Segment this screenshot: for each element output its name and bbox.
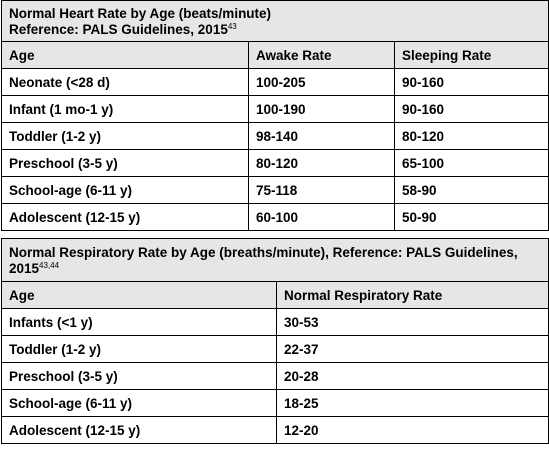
age-cell: Infant (1 mo-1 y)	[1, 95, 249, 123]
rates-document: Normal Heart Rate by Age (beats/minute) …	[0, 0, 549, 444]
respiratory-rate-caption: Normal Respiratory Rate by Age (breaths/…	[1, 238, 549, 282]
age-cell: Adolescent (12-15 y)	[1, 416, 277, 444]
age-cell: Neonate (<28 d)	[1, 68, 249, 96]
age-cell: Preschool (3-5 y)	[1, 149, 249, 177]
table-row: Preschool (3-5 y) 80-120 65-100	[1, 149, 549, 177]
sleeping-rate-cell: 90-160	[393, 68, 549, 96]
heart-rate-reference: Reference: PALS Guidelines, 2015	[9, 22, 228, 37]
respiratory-rate-cell: 30-53	[276, 308, 549, 336]
table-row: Adolescent (12-15 y) 12-20	[1, 416, 549, 444]
heart-rate-caption: Normal Heart Rate by Age (beats/minute) …	[0, 0, 549, 42]
respiratory-rate-title: Normal Respiratory Rate by Age (breaths/…	[9, 245, 518, 276]
table-row: Adolescent (12-15 y) 60-100 50-90	[1, 203, 549, 231]
respiratory-rate-cell: 12-20	[276, 416, 549, 444]
table-row: School-age (6-11 y) 75-118 58-90	[1, 176, 549, 204]
table-row: Toddler (1-2 y) 22-37	[1, 335, 549, 363]
awake-rate-cell: 100-205	[248, 68, 395, 96]
respiratory-rate-table: Normal Respiratory Rate by Age (breaths/…	[1, 238, 549, 444]
awake-rate-cell: 98-140	[248, 122, 395, 150]
heart-rate-title: Normal Heart Rate by Age (beats/minute)	[9, 6, 272, 21]
respiratory-rate-cell: 20-28	[276, 362, 549, 390]
sleeping-rate-cell: 58-90	[393, 176, 549, 204]
table-row: Infants (<1 y) 30-53	[1, 308, 549, 336]
table-row: Toddler (1-2 y) 98-140 80-120	[1, 122, 549, 150]
awake-rate-cell: 100-190	[248, 95, 395, 123]
column-header-sleeping-rate: Sleeping Rate	[393, 41, 549, 69]
heart-rate-reference-citation: 43	[227, 22, 237, 31]
heart-rate-caption-row: Normal Heart Rate by Age (beats/minute) …	[0, 0, 549, 42]
age-cell: Toddler (1-2 y)	[1, 122, 249, 150]
sleeping-rate-cell: 65-100	[393, 149, 549, 177]
awake-rate-cell: 75-118	[248, 176, 395, 204]
age-cell: Toddler (1-2 y)	[1, 335, 277, 363]
column-header-age: Age	[1, 281, 277, 309]
sleeping-rate-cell: 90-160	[393, 95, 549, 123]
column-header-age: Age	[1, 41, 249, 69]
age-cell: School-age (6-11 y)	[1, 389, 277, 417]
awake-rate-cell: 80-120	[248, 149, 395, 177]
respiratory-rate-caption-row: Normal Respiratory Rate by Age (breaths/…	[1, 238, 549, 282]
age-cell: Preschool (3-5 y)	[1, 362, 277, 390]
table-row: Neonate (<28 d) 100-205 90-160	[1, 68, 549, 96]
age-cell: Infants (<1 y)	[1, 308, 277, 336]
table-row: Infant (1 mo-1 y) 100-190 90-160	[1, 95, 549, 123]
table-row: School-age (6-11 y) 18-25	[1, 389, 549, 417]
table-row: Preschool (3-5 y) 20-28	[1, 362, 549, 390]
respiratory-rate-header-row: Age Normal Respiratory Rate	[1, 281, 549, 309]
respiratory-rate-cell: 22-37	[276, 335, 549, 363]
awake-rate-cell: 60-100	[248, 203, 395, 231]
column-header-awake-rate: Awake Rate	[248, 41, 395, 69]
age-cell: Adolescent (12-15 y)	[1, 203, 249, 231]
age-cell: School-age (6-11 y)	[1, 176, 249, 204]
heart-rate-header-row: Age Awake Rate Sleeping Rate	[1, 41, 549, 69]
heart-rate-table: Normal Heart Rate by Age (beats/minute) …	[0, 0, 549, 231]
respiratory-rate-cell: 18-25	[276, 389, 549, 417]
respiratory-rate-title-citation: 43,44	[39, 261, 60, 270]
column-header-normal-respiratory-rate: Normal Respiratory Rate	[276, 281, 549, 309]
sleeping-rate-cell: 50-90	[393, 203, 549, 231]
sleeping-rate-cell: 80-120	[393, 122, 549, 150]
